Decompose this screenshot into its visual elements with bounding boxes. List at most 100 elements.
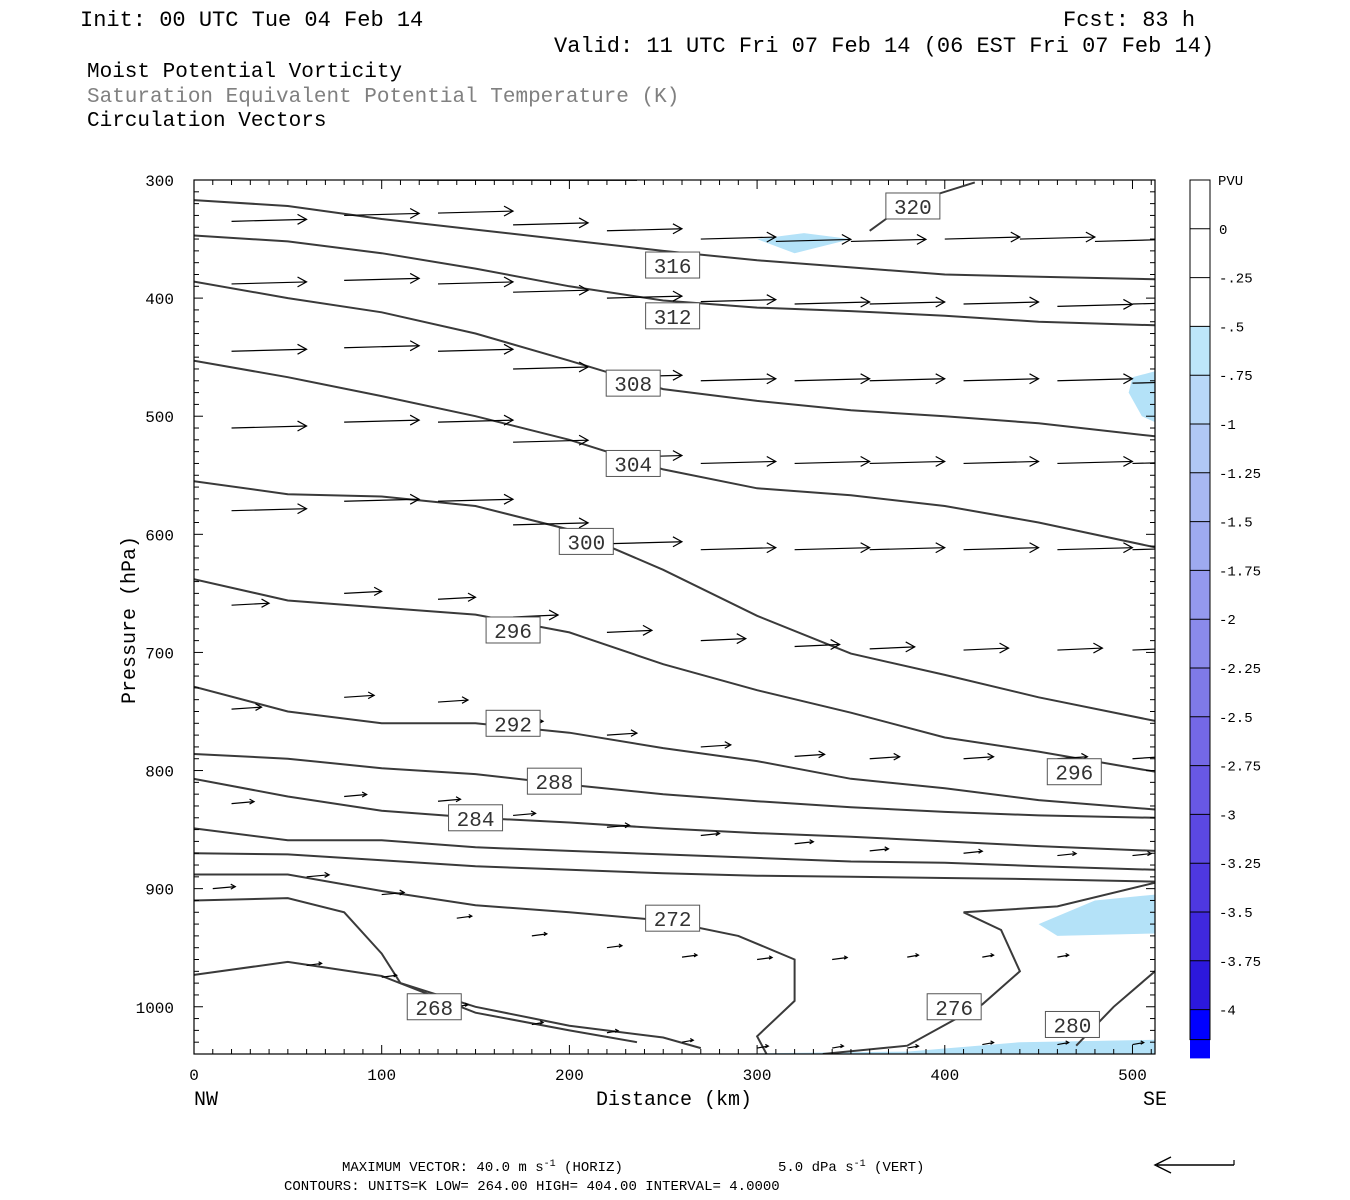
contour-label-text: 284 (457, 810, 495, 833)
vector-head (249, 798, 256, 805)
colorbar-cell (1190, 619, 1210, 668)
vector-31 (1057, 373, 1134, 385)
vector-head (399, 889, 406, 896)
vector-shaft (963, 547, 1039, 551)
vector-shaft (437, 281, 514, 285)
vector-shaft (606, 732, 637, 736)
vector-shaft (700, 236, 776, 240)
vector-shaft (869, 646, 915, 650)
vector-shaft (907, 1045, 919, 1049)
vector-shaft (700, 638, 746, 642)
vector-head (860, 373, 871, 385)
vector-74 (963, 752, 995, 761)
contour-label-12: 268 (406, 993, 462, 1022)
vector-head (766, 294, 778, 306)
colorbar-cell (1190, 375, 1210, 424)
vector-head (672, 290, 684, 302)
vector-30 (963, 373, 1040, 385)
vector-49 (700, 542, 778, 554)
vector-79 (437, 796, 462, 803)
vector-head (618, 943, 624, 948)
colorbar-label: -3.5 (1219, 906, 1253, 922)
vector-head (715, 830, 721, 837)
vector-head (672, 223, 684, 235)
vector-shaft (306, 874, 330, 878)
vector-shaft (1132, 756, 1155, 760)
vector-head (1065, 952, 1070, 958)
vector-95 (757, 955, 774, 961)
vector-shaft (1057, 647, 1103, 651)
vector-head (1123, 542, 1134, 554)
vector-head (1029, 542, 1040, 554)
colorbar-cell (1190, 863, 1210, 912)
vector-2 (437, 205, 515, 217)
vector-head (916, 233, 928, 245)
vector-5 (700, 231, 778, 243)
vector-96 (832, 955, 849, 961)
colorbar-cell (1190, 180, 1210, 229)
vector-29 (869, 373, 946, 385)
vector-head (624, 822, 631, 829)
vector-head (672, 536, 684, 548)
contour-label-text: 276 (935, 999, 973, 1022)
title-pv: Moist Potential Vorticity (87, 61, 402, 84)
colorbar-cell (1190, 521, 1210, 571)
contour-label-box (605, 449, 661, 477)
vector-shaft (1132, 302, 1155, 305)
isentrope-14 (194, 897, 702, 1050)
vector-head (884, 846, 890, 852)
vector-shaft (775, 238, 851, 243)
pv-colorbar: 0 -.25 -.5 -.75 -1 -1.25 -1.5 -1.75 -2 -2.25 -2.5 -… (1189, 179, 1261, 1059)
vector-78 (344, 791, 368, 798)
vector-head (935, 542, 946, 554)
y-tick-label: 600 (145, 527, 174, 545)
y-tick-label: 900 (145, 882, 174, 900)
vector-head (461, 696, 470, 704)
vector-head (324, 871, 331, 878)
pv-patch-2 (1038, 894, 1155, 936)
vector-83 (794, 839, 815, 845)
vector-13 (437, 276, 515, 288)
vector-shaft (231, 281, 307, 285)
vector-68 (437, 696, 470, 704)
vector-86 (1057, 850, 1078, 857)
vector-shaft (437, 798, 461, 802)
vector-18 (869, 296, 946, 308)
contour-label-box (605, 369, 661, 397)
colorbar-label: -4 (1219, 1004, 1236, 1020)
vector-head (367, 691, 376, 700)
isentrope-4 (194, 280, 1155, 438)
vector-39 (794, 455, 871, 467)
vector-32 (1132, 381, 1155, 384)
vector-shaft (681, 954, 698, 958)
vector-head (297, 420, 308, 432)
vector-3 (513, 217, 590, 229)
vector-28 (794, 373, 871, 385)
x-axis-title: Distance (km) (596, 1089, 752, 1112)
colorbar-label: -1.75 (1219, 564, 1261, 580)
vector-shaft (513, 222, 589, 226)
contour-label-box (645, 904, 701, 932)
vector-34 (344, 414, 421, 426)
vector-91 (456, 913, 474, 919)
forecast-hour: Fcst: 83 h (1063, 8, 1195, 33)
svg-text:MAXIMUM VECTOR: 40.0 m s-1 (H: MAXIMUM VECTOR: 40.0 m s-1 (HORIZ) (342, 1159, 623, 1177)
vector-head (297, 213, 308, 225)
colorbar-unit: PVU (1218, 174, 1243, 190)
vector-shaft (344, 498, 420, 502)
vector-shaft (437, 210, 514, 214)
vector-head (693, 952, 699, 958)
vector-21 (1132, 302, 1155, 305)
vector-110 (1057, 1040, 1070, 1046)
vector-shaft (344, 277, 420, 281)
contour-label-1: 316 (645, 251, 701, 280)
vector-head (467, 592, 477, 602)
vector-0 (231, 213, 308, 225)
vector-shaft (1019, 236, 1095, 240)
vector-shaft (794, 753, 825, 757)
contour-label-text: 320 (894, 198, 932, 221)
vector-shaft (231, 706, 262, 710)
vector-57 (437, 592, 477, 602)
vector-4 (606, 223, 684, 235)
vector-shaft (1132, 548, 1155, 551)
